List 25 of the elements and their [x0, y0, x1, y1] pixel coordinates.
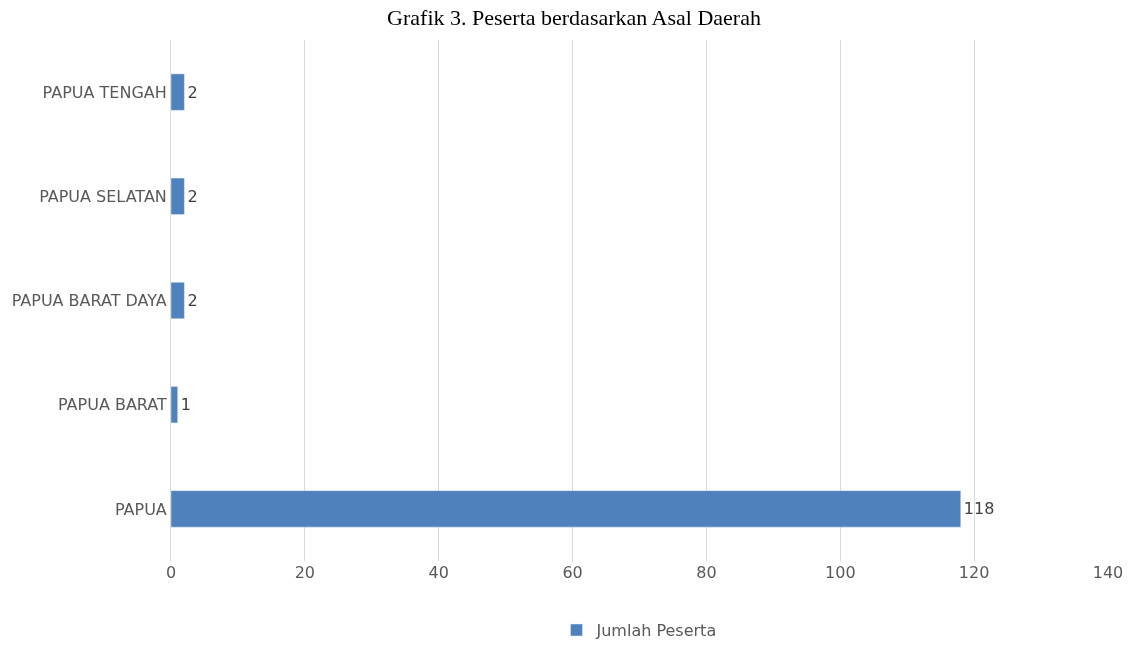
bar: [171, 490, 962, 528]
data-label: 1: [180, 395, 191, 415]
bar: [171, 386, 178, 424]
x-tick-label: 0: [165, 563, 177, 582]
data-label: 2: [187, 291, 198, 311]
chart-title: Grafik 3. Peserta berdasarkan Asal Daerah: [387, 5, 761, 31]
y-tick-label: PAPUA BARAT: [57, 395, 168, 415]
x-tick-label: 60: [562, 563, 583, 582]
y-tick-label: PAPUA SELATAN: [39, 186, 167, 206]
x-tick-label: 140: [1092, 563, 1124, 582]
x-tick-label: 40: [428, 563, 449, 582]
x-tick-label: 100: [825, 563, 856, 582]
legend-label: Jumlah Peserta: [595, 621, 717, 641]
bar: [171, 73, 185, 111]
bar: [171, 282, 185, 319]
x-tick-label: 120: [958, 563, 990, 582]
y-tick-label: PAPUA BARAT DAYA: [11, 291, 167, 311]
data-label: 118: [963, 499, 995, 519]
x-tick-label: 20: [294, 563, 316, 582]
y-tick-label: PAPUA TENGAH: [42, 82, 167, 102]
data-label: 2: [187, 82, 198, 102]
y-tick-label: PAPUA: [114, 499, 167, 519]
x-tick-label: 80: [696, 563, 717, 582]
data-label: 2: [187, 186, 198, 206]
bar: [171, 177, 185, 215]
